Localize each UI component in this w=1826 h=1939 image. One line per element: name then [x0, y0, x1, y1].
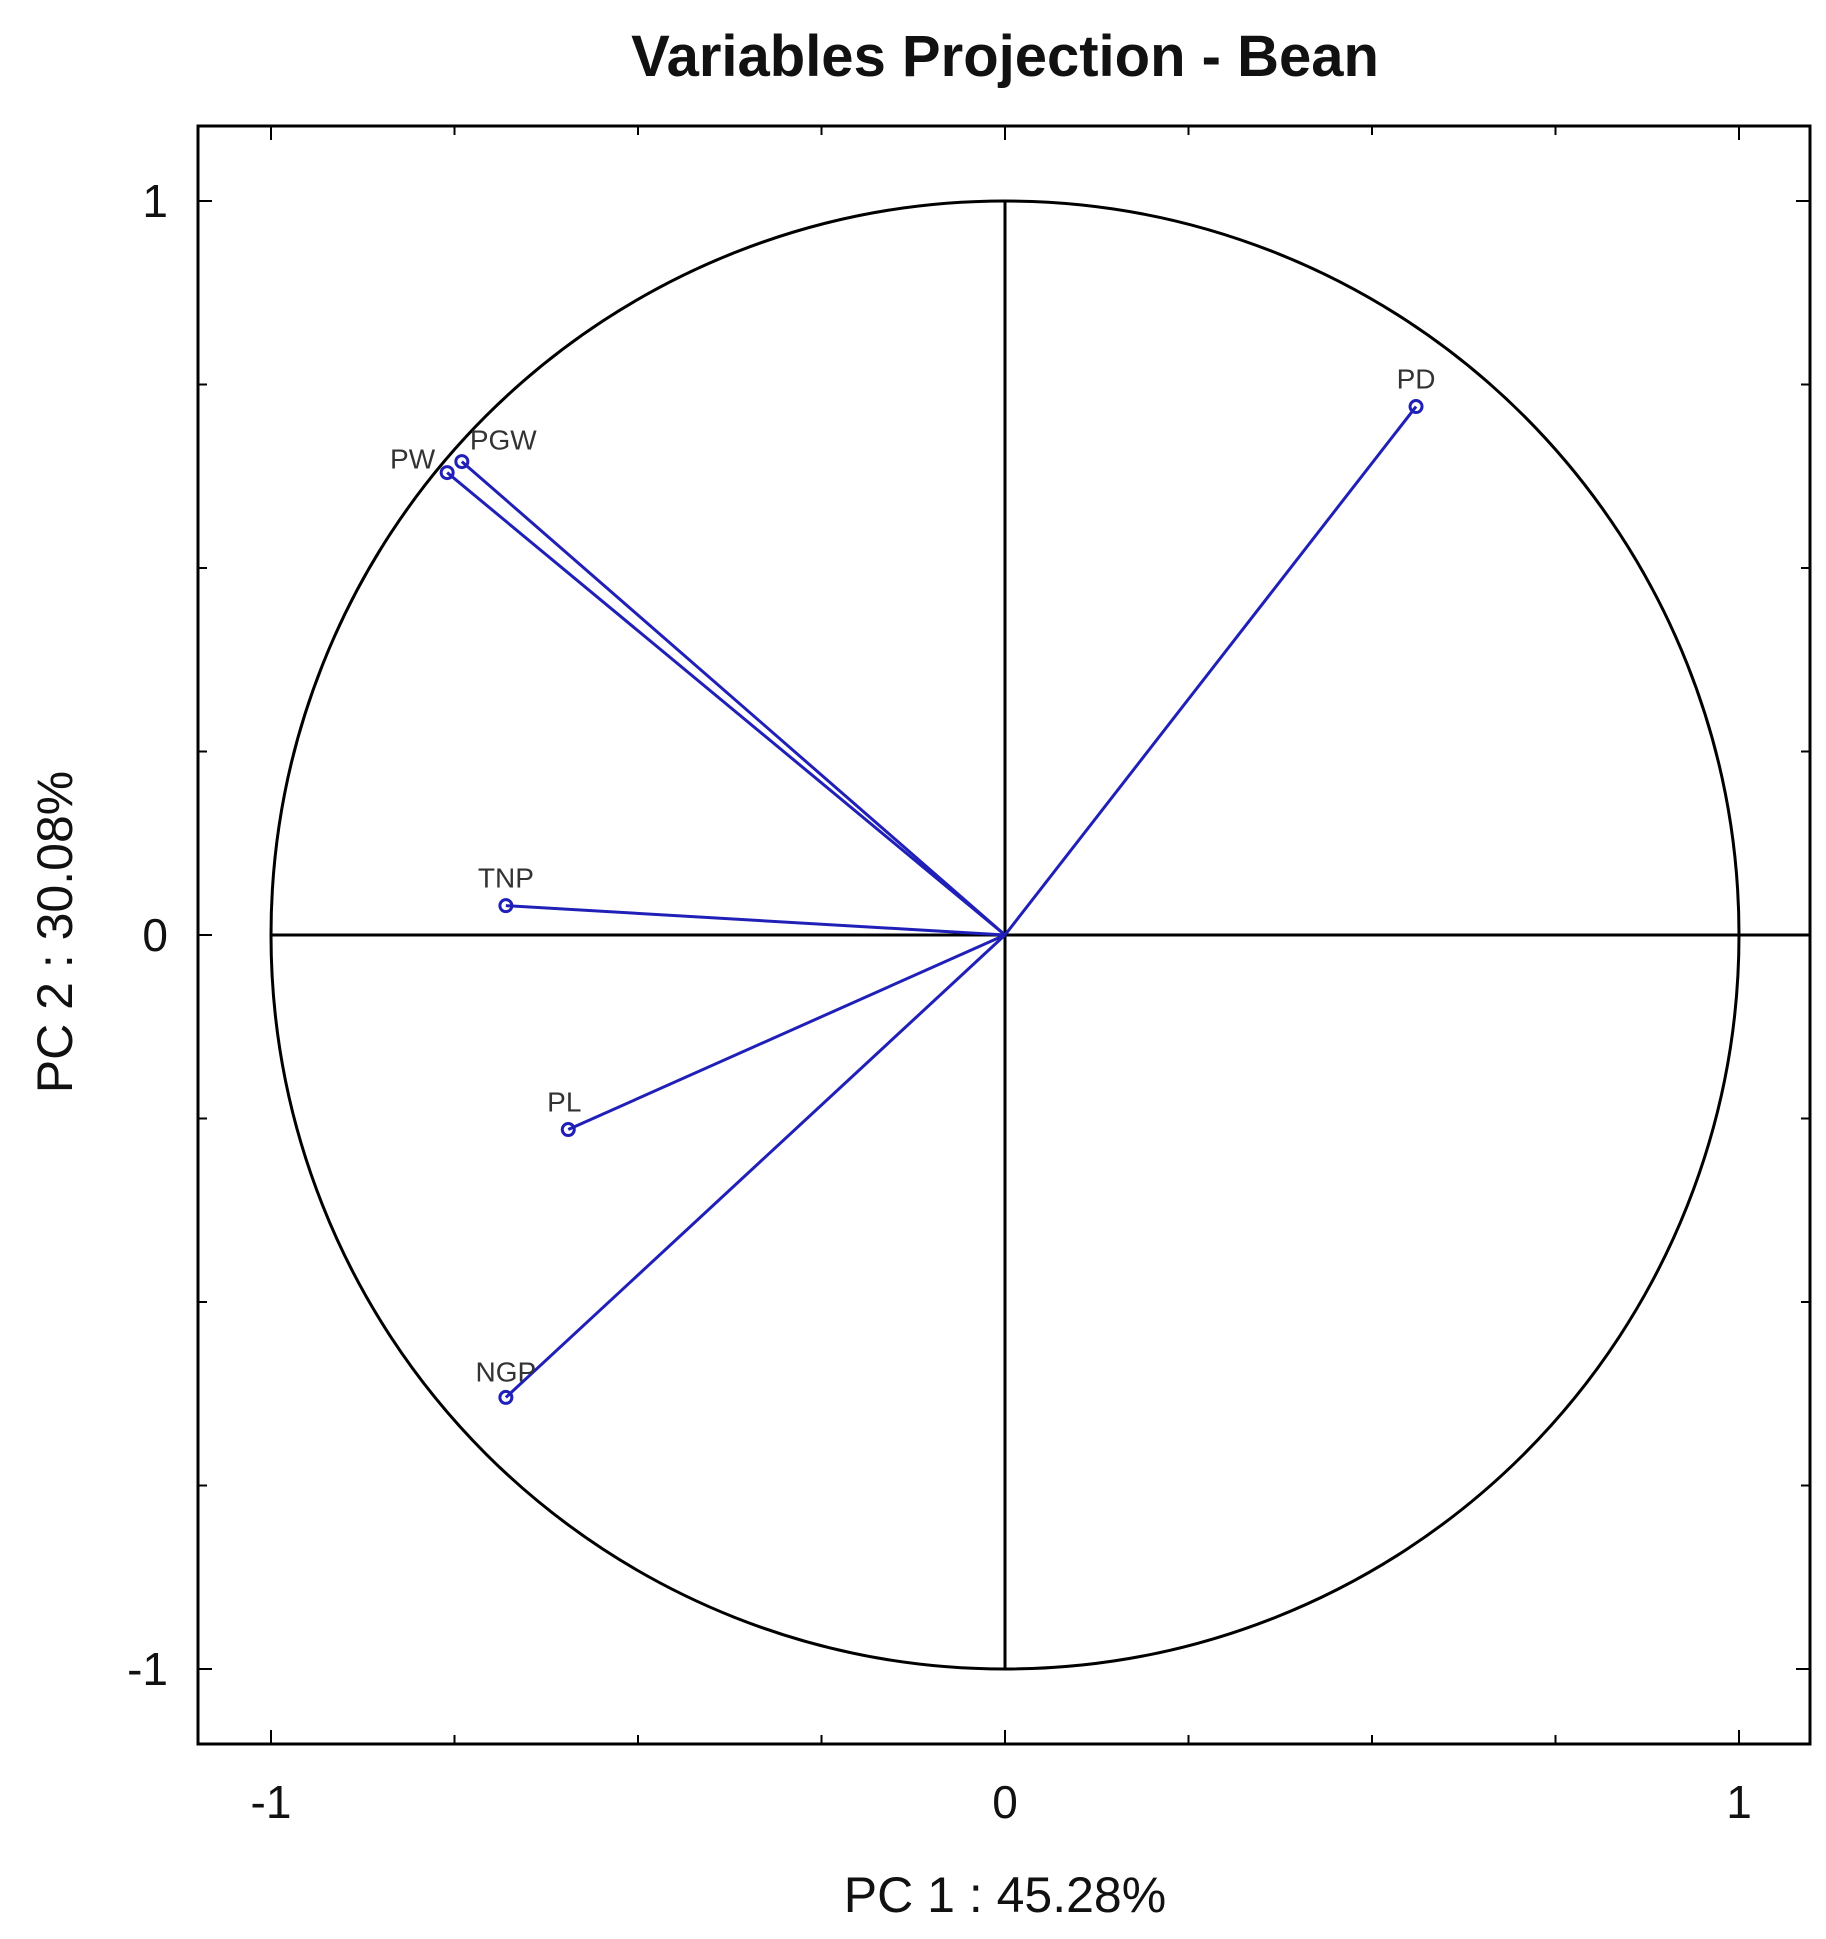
y-tick-label: 0	[142, 909, 168, 961]
plot-area: -1 0 1 -1 0 1 PD PGW PW TNP PL NGP	[127, 124, 1812, 1828]
x-tick-label: -1	[251, 1776, 292, 1828]
vector-pl	[567, 933, 1006, 1131]
label-tnp: TNP	[478, 863, 534, 894]
label-pl: PL	[547, 1087, 581, 1118]
label-ngp: NGP	[476, 1356, 537, 1387]
point-tnp	[498, 898, 514, 914]
label-pw: PW	[390, 444, 436, 475]
label-pgw: PGW	[470, 425, 537, 456]
point-pw	[439, 465, 455, 481]
x-tick-label: 1	[1726, 1776, 1752, 1828]
vector-pgw	[460, 460, 1006, 937]
vector-ngp	[504, 933, 1007, 1399]
x-tick-label: 0	[992, 1776, 1018, 1828]
point-pgw	[454, 454, 470, 470]
vector-pd	[1003, 405, 1418, 936]
label-pd: PD	[1397, 364, 1436, 395]
vector-tnp	[505, 904, 1006, 937]
y-axis-label: PC 2 : 30.08%	[27, 771, 83, 1093]
point-pl	[560, 1122, 576, 1138]
y-tick-label: -1	[127, 1643, 168, 1695]
y-tick-label: 1	[142, 175, 168, 227]
x-axis-label: PC 1 : 45.28%	[844, 1867, 1166, 1923]
point-pd	[1408, 399, 1424, 415]
vector-pw	[446, 471, 1006, 937]
chart-title: Variables Projection - Bean	[631, 24, 1379, 89]
point-ngp	[498, 1389, 514, 1405]
